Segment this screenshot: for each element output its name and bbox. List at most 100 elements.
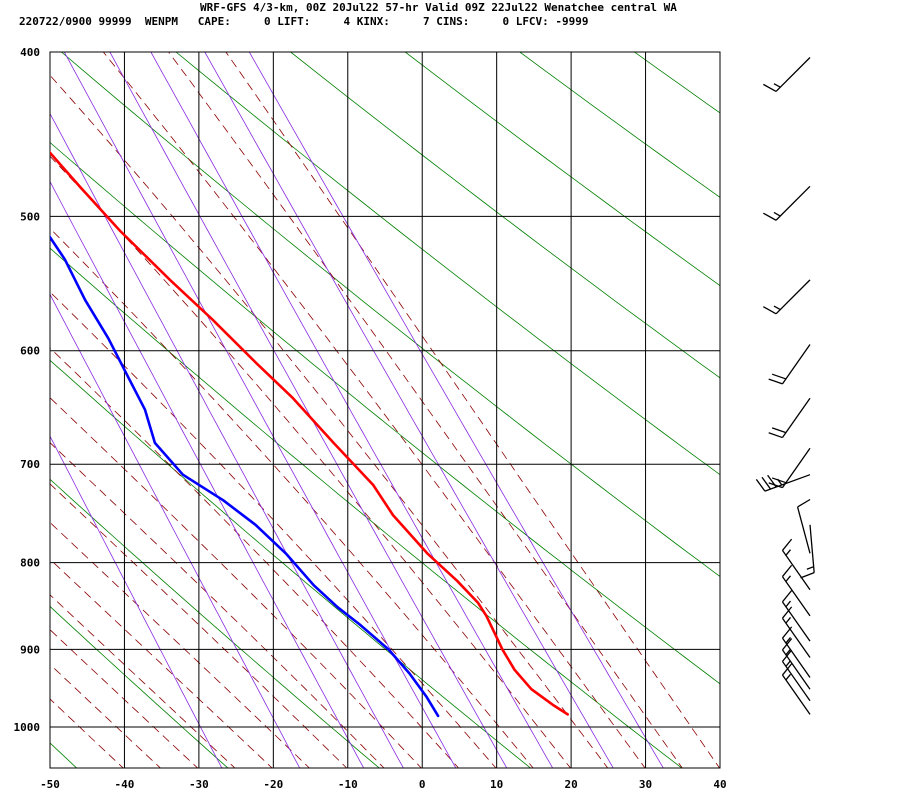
x-tick-label: 30 [639,778,652,791]
barb-feather [768,378,783,385]
mixing-ratio-line [50,293,301,768]
moist-adiabat [168,52,683,768]
barb-half-feather [785,637,792,644]
barb-feather [763,306,777,315]
moist-adiabat [50,483,348,768]
barb-half-feather [785,660,792,667]
barb-shaft [781,661,811,702]
barb-feather [755,478,766,492]
wind-barb [763,185,811,221]
y-tick-label: 1000 [14,721,41,734]
dry-adiabat [50,359,532,768]
temperature-profile [50,150,570,716]
mixing-ratio-line [204,52,614,768]
moist-adiabat [50,291,497,768]
barb-feather [781,663,793,676]
mixing-ratio-line [63,52,457,768]
barb-shaft [781,617,811,658]
dry-adiabat [50,247,683,768]
barb-feather [763,212,777,221]
barb-feather [781,649,793,662]
barb-shaft [781,344,811,385]
dry-adiabat [50,141,720,685]
wind-barb [768,344,811,385]
moist-adiabat [50,442,385,768]
moist-adiabat [50,698,124,768]
plot-frame [49,51,721,769]
barb-feather [800,572,815,579]
barb-feather [781,564,793,577]
barb-feather [781,638,793,651]
x-tick-label: -40 [115,778,135,791]
mixing-ratio-line [50,435,223,768]
barb-shaft [775,279,811,315]
y-tick-label: 400 [20,46,40,59]
x-tick-label: 40 [713,778,726,791]
sounding-profiles [50,150,570,718]
barb-feather [771,427,787,434]
mixing-ratio-line [50,112,404,768]
barb-feather [761,476,772,490]
dry-adiabat [60,52,720,578]
wind-barb [781,649,811,702]
barb-feather [781,590,793,603]
moist-adiabat [102,52,646,768]
barb-half-feather [785,575,792,582]
dewpoint-profile [50,234,440,718]
mixing-ratio-line [248,52,664,768]
background-lines [50,52,720,768]
barb-shaft [781,576,811,617]
wind-barb [763,279,811,315]
barb-shaft [809,524,815,573]
wind-barb [796,498,811,554]
x-tick-label: -50 [40,778,60,791]
barb-shaft [764,474,811,492]
y-tick-label: 500 [20,210,40,223]
x-tick-label: -30 [189,778,209,791]
moist-adiabat [50,663,162,768]
barb-feather [763,83,777,93]
barb-feather [768,432,783,439]
dry-adiabat [50,742,78,768]
moist-adiabat [50,594,236,768]
moist-adiabat [50,347,460,768]
plot-grid [49,51,721,769]
mixing-ratio-line [50,180,365,768]
barb-shaft [775,57,811,92]
dry-adiabat [50,605,229,768]
y-tick-label: 700 [20,458,40,471]
moist-adiabat [50,74,609,768]
wind-barb [781,590,811,642]
barb-feather [781,538,793,551]
barb-half-feather [773,83,781,88]
barb-shaft [796,506,811,554]
barb-shaft [781,550,811,591]
wind-barb [768,397,811,439]
y-tick-label: 800 [20,557,40,570]
barb-half-feather [773,305,781,311]
x-tick-label: -10 [338,778,358,791]
dry-adiabat [289,52,720,379]
barb-half-feather [777,478,783,486]
barb-feather [781,606,793,619]
barb-half-feather [785,617,792,624]
dry-adiabat [633,52,720,114]
y-tick-label: 900 [20,643,40,656]
barb-shaft [781,447,811,488]
x-tick-label: 10 [490,778,503,791]
wind-barb [781,564,811,617]
barb-half-feather [773,211,781,217]
moist-adiabat [50,629,199,768]
barb-half-feather [785,600,792,608]
chart-title: WRF-GFS 4/3-km, 00Z 20Jul22 57-hr Valid … [200,1,677,14]
wind-barb [755,474,811,492]
barb-shaft [775,185,811,221]
wind-barb [781,663,811,715]
barb-half-feather [785,673,792,681]
moist-adiabat [50,397,422,768]
wind-barbs [755,57,815,715]
barb-half-feather [785,549,792,556]
x-tick-label: 0 [419,778,426,791]
dry-adiabat [404,52,720,287]
